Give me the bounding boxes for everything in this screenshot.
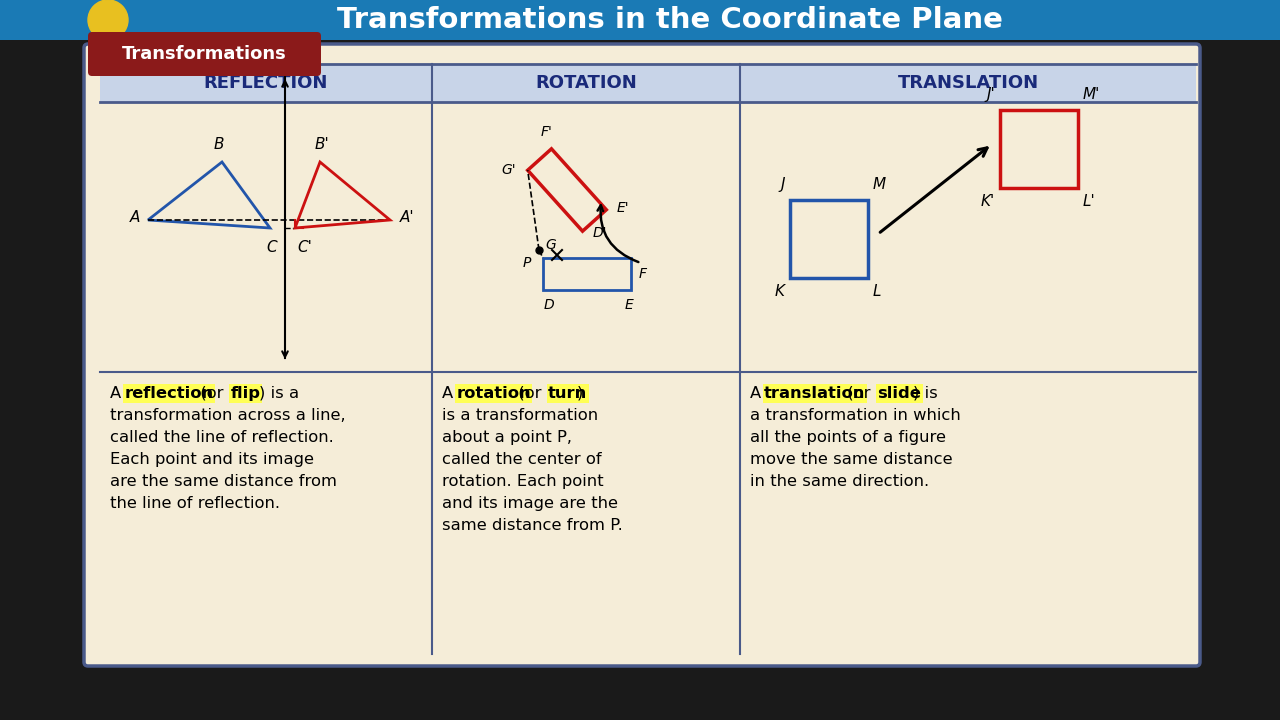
Text: K: K bbox=[774, 284, 785, 299]
Text: D: D bbox=[544, 298, 554, 312]
Text: G: G bbox=[545, 238, 557, 252]
Text: Each point and its image: Each point and its image bbox=[110, 452, 314, 467]
Text: F': F' bbox=[540, 125, 553, 139]
Text: L: L bbox=[873, 284, 882, 299]
Text: E': E' bbox=[617, 201, 628, 215]
Text: all the points of a figure: all the points of a figure bbox=[750, 430, 946, 445]
Text: turn: turn bbox=[548, 386, 588, 401]
Text: called the center of: called the center of bbox=[442, 452, 602, 467]
Text: M': M' bbox=[1083, 87, 1101, 102]
Text: TRANSLATION: TRANSLATION bbox=[897, 74, 1038, 92]
Text: Transformations: Transformations bbox=[122, 45, 287, 63]
Text: L': L' bbox=[1083, 194, 1096, 209]
Text: slide: slide bbox=[878, 386, 922, 401]
Text: (or: (or bbox=[513, 386, 547, 401]
Text: ): ) bbox=[576, 386, 582, 401]
Text: is a transformation: is a transformation bbox=[442, 408, 598, 423]
Text: G': G' bbox=[500, 163, 516, 177]
Text: the line of reflection.: the line of reflection. bbox=[110, 496, 280, 511]
Text: transformation across a line,: transformation across a line, bbox=[110, 408, 346, 423]
Text: are the same distance from: are the same distance from bbox=[110, 474, 337, 489]
Text: A: A bbox=[750, 386, 767, 401]
Text: F: F bbox=[639, 267, 646, 281]
Text: J': J' bbox=[987, 87, 995, 102]
Text: D': D' bbox=[593, 226, 607, 240]
Text: called the line of reflection.: called the line of reflection. bbox=[110, 430, 334, 445]
Text: A': A' bbox=[399, 210, 415, 225]
FancyBboxPatch shape bbox=[84, 44, 1201, 666]
Text: M: M bbox=[873, 177, 886, 192]
Text: Transformations in the Coordinate Plane: Transformations in the Coordinate Plane bbox=[337, 6, 1004, 34]
Text: P: P bbox=[522, 256, 531, 270]
Text: ) is: ) is bbox=[913, 386, 937, 401]
Text: move the same distance: move the same distance bbox=[750, 452, 952, 467]
Text: J: J bbox=[781, 177, 785, 192]
Text: ) is a: ) is a bbox=[259, 386, 298, 401]
Text: A: A bbox=[442, 386, 458, 401]
FancyBboxPatch shape bbox=[100, 64, 1196, 102]
Text: flip: flip bbox=[230, 386, 260, 401]
Text: translation: translation bbox=[764, 386, 865, 401]
Text: (or: (or bbox=[195, 386, 229, 401]
Text: C': C' bbox=[297, 240, 312, 255]
Text: B': B' bbox=[315, 137, 329, 152]
Text: rotation: rotation bbox=[456, 386, 531, 401]
Text: about a point P,: about a point P, bbox=[442, 430, 572, 445]
Text: a transformation in which: a transformation in which bbox=[750, 408, 961, 423]
FancyBboxPatch shape bbox=[0, 0, 1280, 40]
Text: REFLECTION: REFLECTION bbox=[204, 74, 328, 92]
Text: reflection: reflection bbox=[124, 386, 214, 401]
Text: A: A bbox=[110, 386, 127, 401]
Text: C: C bbox=[266, 240, 278, 255]
Text: B: B bbox=[214, 137, 224, 152]
Text: K': K' bbox=[980, 194, 995, 209]
FancyBboxPatch shape bbox=[88, 32, 321, 76]
Text: ROTATION: ROTATION bbox=[535, 74, 637, 92]
Text: same distance from P.: same distance from P. bbox=[442, 518, 623, 533]
Text: in the same direction.: in the same direction. bbox=[750, 474, 929, 489]
Circle shape bbox=[88, 0, 128, 40]
Text: (or: (or bbox=[842, 386, 876, 401]
Text: and its image are the: and its image are the bbox=[442, 496, 618, 511]
Text: A: A bbox=[129, 210, 140, 225]
Text: E: E bbox=[625, 298, 634, 312]
Text: rotation. Each point: rotation. Each point bbox=[442, 474, 604, 489]
